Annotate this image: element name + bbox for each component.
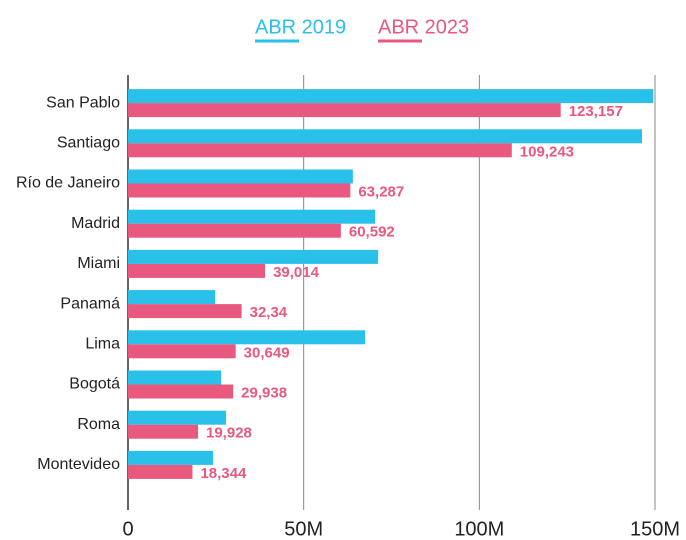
bar bbox=[128, 330, 366, 345]
bar bbox=[128, 384, 234, 399]
data-label: 63,287 bbox=[358, 183, 404, 200]
bar bbox=[128, 450, 214, 465]
bar bbox=[128, 464, 193, 479]
bar bbox=[128, 209, 375, 224]
data-label: 29,938 bbox=[241, 384, 287, 401]
category-label: San Pablo bbox=[46, 94, 120, 111]
bar bbox=[128, 290, 216, 305]
bar bbox=[128, 103, 561, 118]
legend-label: ABR 2023 bbox=[378, 16, 469, 38]
bar bbox=[128, 89, 654, 104]
bar bbox=[128, 129, 643, 144]
x-tick-label: 50M bbox=[284, 518, 323, 540]
data-label: 19,928 bbox=[206, 425, 252, 442]
bar bbox=[128, 223, 341, 238]
bar bbox=[128, 263, 266, 278]
bar bbox=[128, 304, 242, 319]
category-label: Santiago bbox=[57, 135, 120, 152]
x-tick-label: 150M bbox=[630, 518, 680, 540]
category-label: Río de Janeiro bbox=[16, 175, 120, 192]
data-label: 123,157 bbox=[569, 103, 623, 120]
data-label: 30,649 bbox=[244, 344, 290, 361]
category-label: Bogotá bbox=[69, 376, 120, 393]
category-label: Lima bbox=[85, 336, 120, 353]
data-label: 109,243 bbox=[520, 143, 574, 160]
x-tick-label: 0 bbox=[122, 518, 133, 540]
bar bbox=[128, 410, 227, 425]
bar bbox=[128, 183, 351, 198]
x-tick-label: 100M bbox=[454, 518, 504, 540]
category-label: Madrid bbox=[71, 215, 120, 232]
data-label: 39,014 bbox=[273, 264, 320, 281]
data-label: 60,592 bbox=[349, 224, 395, 241]
bar bbox=[128, 424, 199, 439]
bar bbox=[128, 249, 379, 264]
data-label: 32,34 bbox=[250, 304, 288, 321]
bar bbox=[128, 143, 512, 158]
category-label: Miami bbox=[77, 255, 120, 272]
category-label: Panamá bbox=[60, 295, 120, 312]
category-label: Montevideo bbox=[37, 456, 120, 473]
category-label: Roma bbox=[77, 416, 120, 433]
bar bbox=[128, 169, 353, 184]
legend-label: ABR 2019 bbox=[255, 16, 346, 38]
data-label: 18,344 bbox=[200, 465, 247, 482]
bar bbox=[128, 370, 222, 385]
bar bbox=[128, 344, 236, 359]
